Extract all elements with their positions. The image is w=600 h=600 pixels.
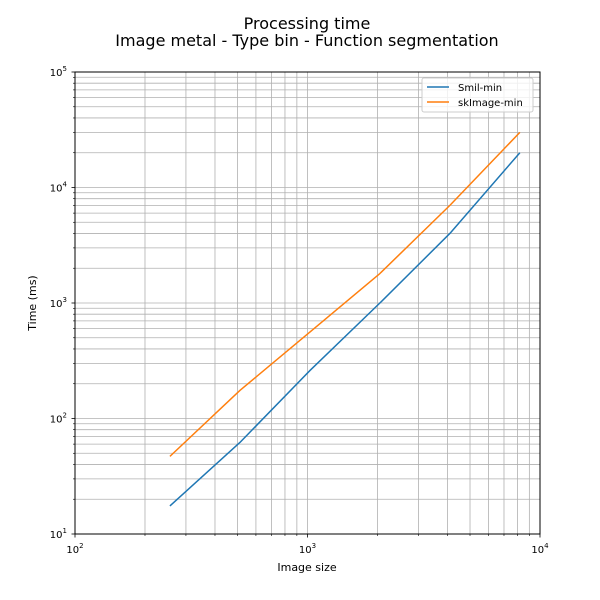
chart-subtitle: Image metal - Type bin - Function segmen… [115, 31, 498, 50]
x-tick-label: 102 [66, 542, 83, 556]
chart-title: Processing time [244, 14, 371, 33]
y-tick-label: 101 [50, 527, 67, 541]
y-tick-label: 105 [50, 65, 67, 79]
y-tick-label: 104 [50, 181, 68, 195]
y-axis-label: Time (ms) [26, 275, 39, 331]
legend-label-skimage-min: skImage-min [458, 98, 523, 109]
grid-layer [74, 72, 540, 535]
axes-layer [71, 71, 541, 538]
y-tick-label: 103 [50, 296, 67, 310]
series-line-skimage-min [169, 131, 521, 457]
x-tick-label: 104 [531, 542, 549, 556]
series-line-smil-min [169, 152, 521, 507]
x-tick-label: 103 [299, 542, 316, 556]
legend: Smil-min skImage-min [421, 77, 534, 113]
legend-label-smil-min: Smil-min [458, 83, 502, 94]
x-axis-label: Image size [277, 561, 337, 574]
legend-box [421, 77, 534, 113]
series-layer [169, 131, 521, 507]
y-tick-label: 102 [50, 412, 67, 426]
